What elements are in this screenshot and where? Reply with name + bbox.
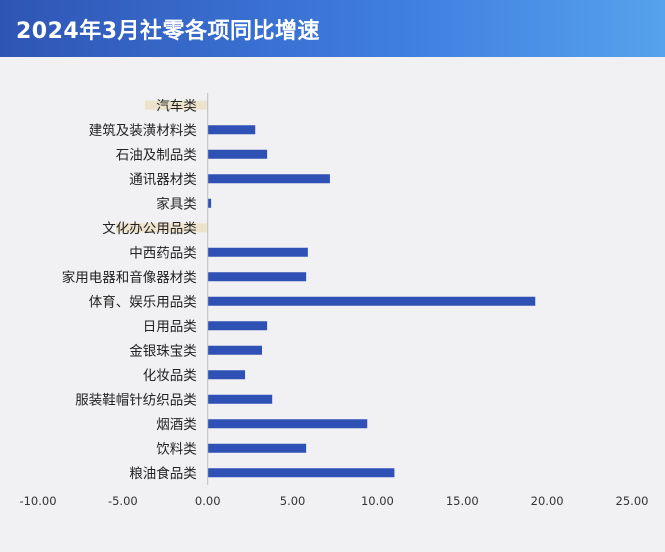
x-tick-label: 0.00 [195, 494, 221, 508]
chart-title: 2024年3月社零各项同比增速 [16, 19, 321, 44]
category-label: 建筑及装潢材料类 [89, 123, 197, 139]
category-label: 化妆品类 [143, 368, 197, 384]
category-label: 日用品类 [143, 319, 197, 335]
bar-5 [207, 198, 212, 208]
category-label: 金银珠宝类 [129, 343, 197, 359]
bar-11 [207, 345, 263, 355]
category-label: 石油及制品类 [116, 147, 197, 163]
bar-2 [207, 125, 256, 135]
bar-7 [207, 247, 308, 257]
category-label: 服装鞋帽针纺织品类 [75, 392, 197, 408]
bar-12 [207, 370, 246, 380]
category-label: 家用电器和音像器材类 [62, 269, 197, 286]
bar-6 [116, 223, 208, 233]
x-tick-labels: -10.00 -5.00 0.00 5.00 10.00 15.00 20.00 25.00 [19, 494, 648, 508]
x-tick-label: 20.00 [531, 494, 564, 508]
x-tick-label: 5.00 [280, 494, 306, 508]
x-tick-label: 10.00 [361, 494, 394, 508]
bars-group [116, 100, 536, 478]
bar-14 [207, 419, 368, 429]
category-label: 中西药品类 [129, 245, 197, 261]
x-tick-label: 15.00 [446, 494, 479, 508]
bar-15 [207, 443, 307, 453]
chart-header: 2024年3月社零各项同比增速 [0, 0, 665, 57]
x-tick-label: 25.00 [616, 494, 649, 508]
bar-8 [207, 272, 307, 282]
bar-13 [207, 394, 273, 404]
bar-3 [207, 149, 268, 159]
category-labels: 汽车类建筑及装潢材料类石油及制品类通讯器材类家具类文化办公用品类中西药品类家用电… [62, 97, 197, 482]
category-label: 通讯器材类 [129, 172, 197, 188]
bar-10 [207, 321, 268, 331]
bar-1 [144, 100, 208, 110]
category-label: 饮料类 [156, 441, 197, 457]
bar-9 [207, 296, 536, 306]
category-label: 烟酒类 [156, 417, 197, 433]
bar-4 [207, 174, 330, 184]
bar-16 [207, 468, 395, 478]
x-tick-label: -5.00 [108, 494, 138, 508]
category-label: 粮油食品类 [129, 465, 197, 482]
x-tick-label: -10.00 [19, 494, 56, 508]
category-label: 体育、娱乐用品类 [89, 294, 197, 310]
category-label: 汽车类 [156, 97, 197, 114]
category-label: 文化办公用品类 [102, 221, 197, 237]
category-label: 家具类 [156, 195, 197, 212]
